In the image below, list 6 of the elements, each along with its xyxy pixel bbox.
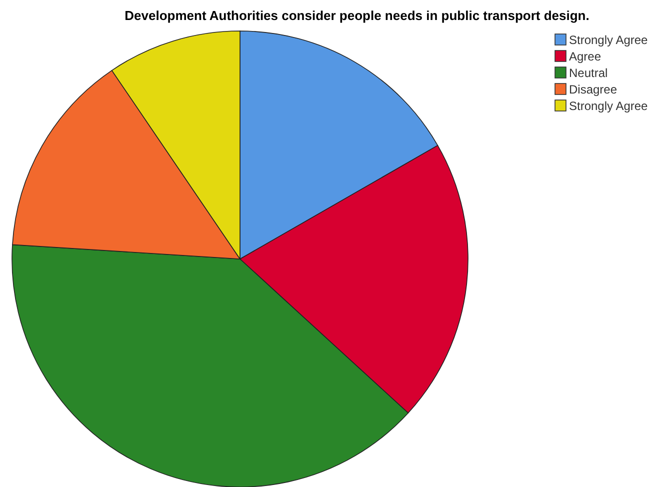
legend-label: Disagree xyxy=(569,82,618,96)
legend-label: Agree xyxy=(569,50,602,64)
chart-title: Development Authorities consider people needs in public transport design. xyxy=(124,8,590,23)
legend-label: Strongly Agree xyxy=(569,99,648,113)
legend-label: Neutral xyxy=(569,66,608,80)
legend-label: Strongly Agree xyxy=(569,33,648,47)
